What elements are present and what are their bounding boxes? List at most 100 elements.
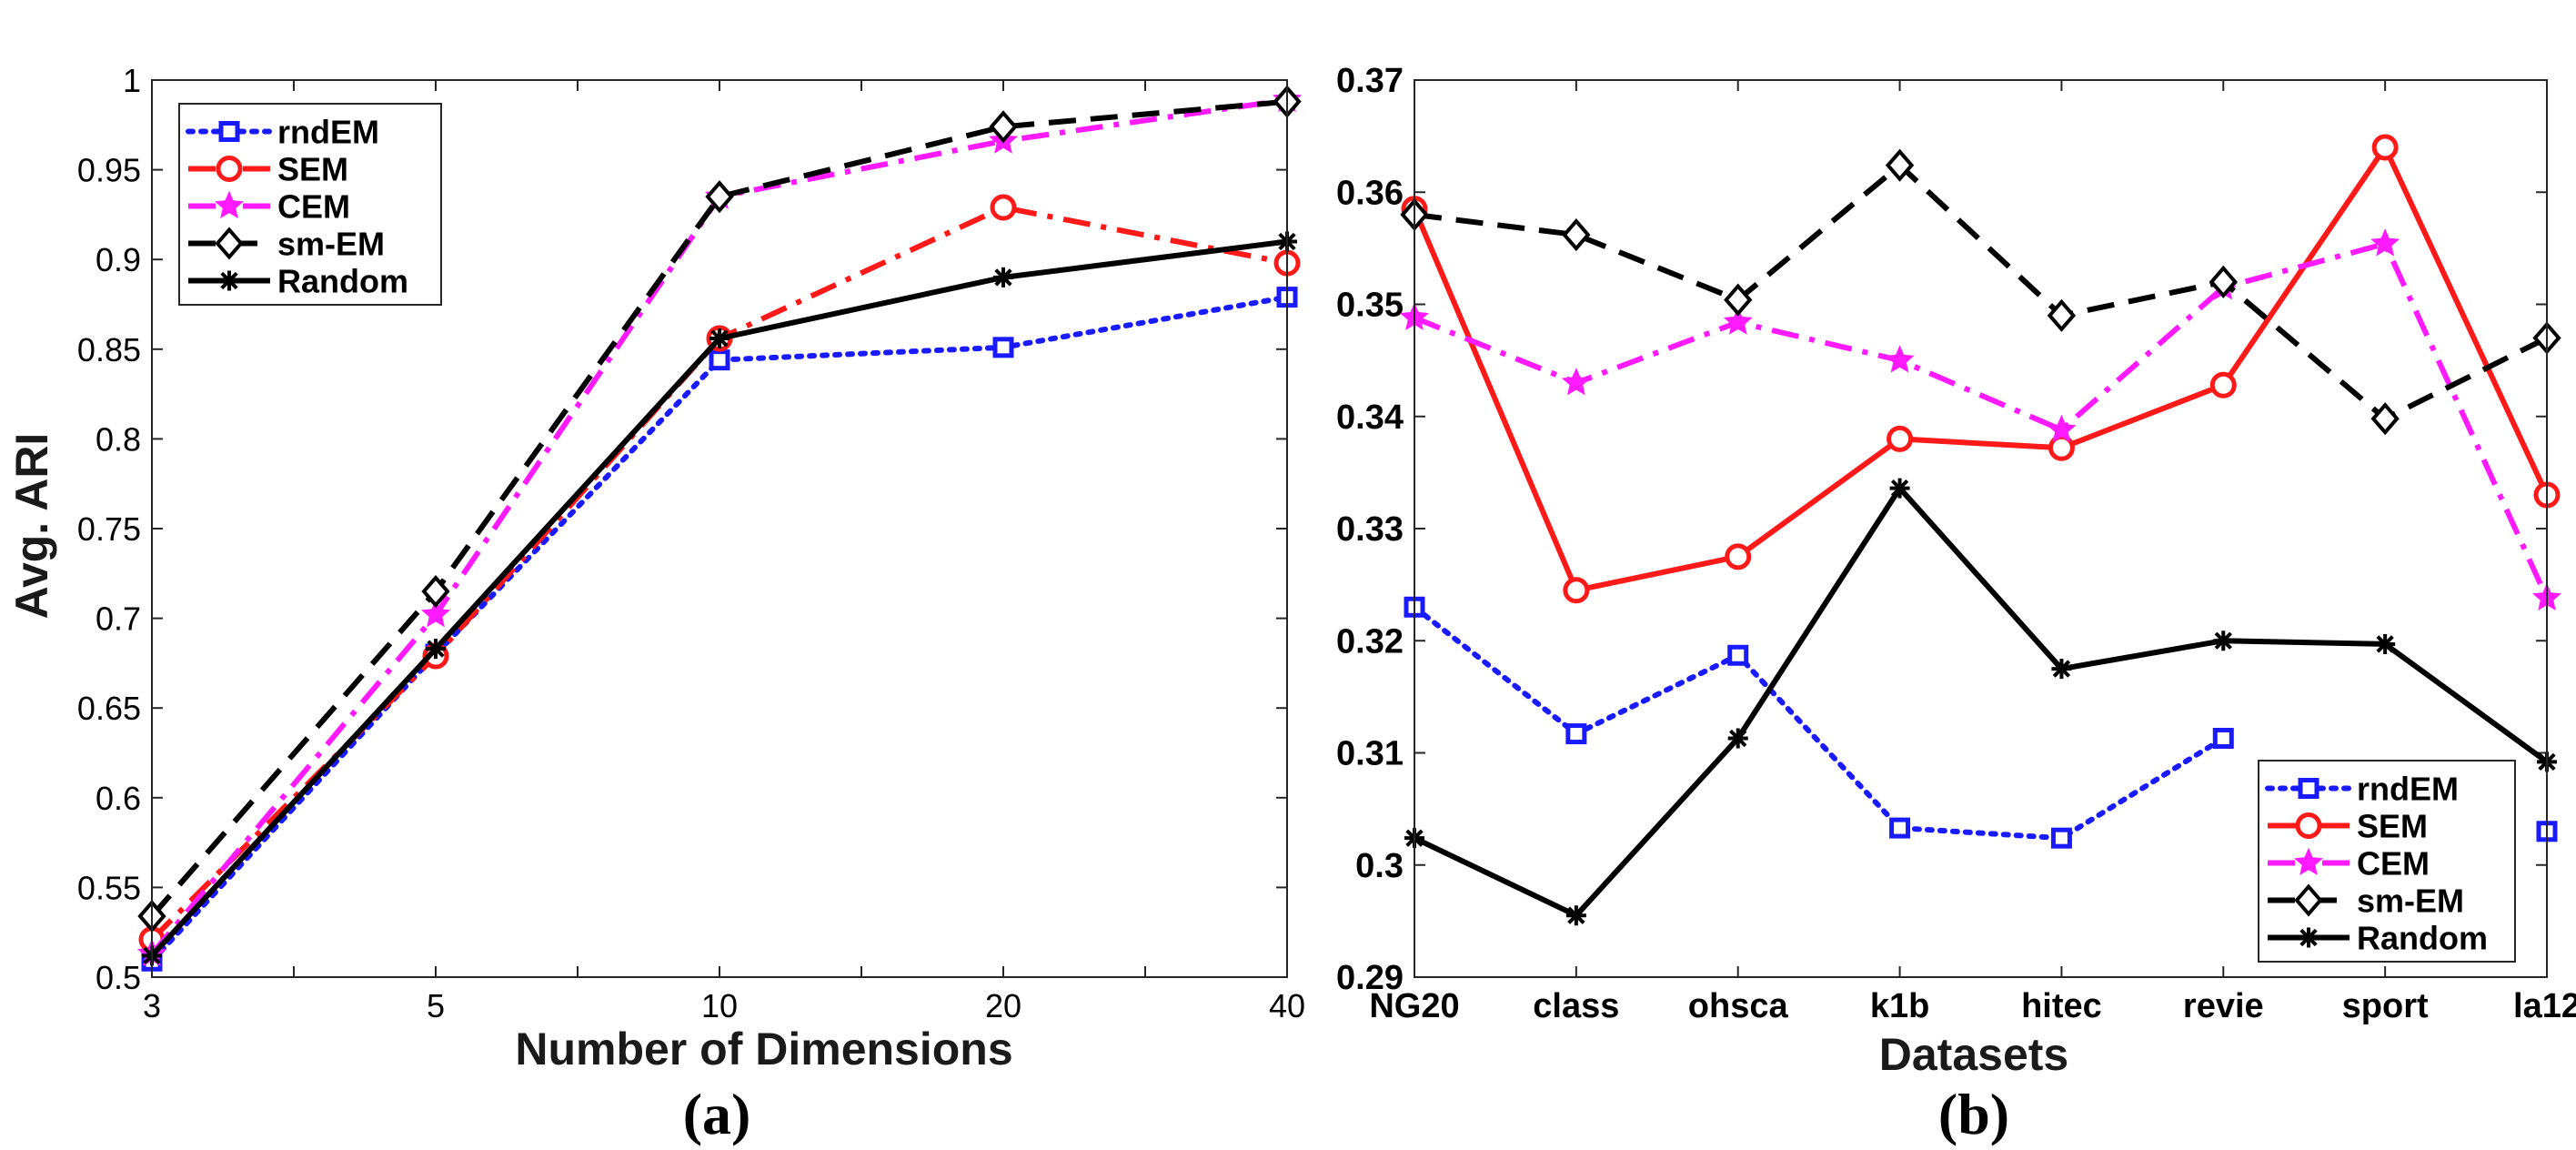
legend-entry-sem: SEM [2268, 808, 2428, 845]
x-tick-label: sport [2342, 987, 2429, 1025]
data-point-random [1565, 905, 1586, 926]
y-tick-label: 1 [123, 62, 141, 99]
series-sem [1401, 134, 2561, 604]
y-tick-label: 0.36 [1336, 174, 1404, 212]
y-tick-label: 0.8 [96, 420, 141, 458]
data-point-cem [1561, 368, 1591, 396]
y-tick-label: 0.55 [77, 869, 141, 906]
legend-marker [2294, 883, 2323, 917]
chart-a-panel-label: (a) [683, 1082, 751, 1146]
legend-label: rndEM [2357, 771, 2459, 808]
chart-b-ticks: 0.29 0.3 0.31 0.32 0.33 0.34 0.35 0.36 0.37 NG20 c… [1336, 62, 2576, 1025]
y-tick-label: 0.33 [1336, 510, 1404, 549]
series-sem [138, 194, 1301, 953]
y-tick-label: 0.32 [1336, 622, 1404, 661]
series-line-sem [1412, 145, 2550, 593]
data-point-sm-em [705, 180, 734, 214]
series-line-random [1413, 485, 2549, 919]
legend-label: CEM [2357, 845, 2430, 883]
data-point-sm-em [2209, 265, 2238, 298]
y-tick-label: 0.65 [77, 690, 141, 727]
data-point-random [1727, 728, 1748, 749]
y-tick-label: 0.9 [96, 241, 141, 278]
chart-a-frame [151, 79, 1288, 978]
data-point-rndem [992, 337, 1014, 358]
x-tick-label: 3 [143, 987, 161, 1024]
chart-a-y-axis-label: Avg. ARI [6, 433, 57, 620]
data-point-cem [420, 599, 451, 628]
legend-label: Random [2357, 920, 2488, 957]
data-point-rndem [1727, 644, 1749, 666]
data-point-sem [2371, 134, 2399, 161]
series-line-sm-em [149, 98, 1288, 918]
data-point-sem [990, 194, 1017, 221]
legend-label: CEM [277, 188, 350, 226]
legend-entry-sm-em: sm-EM [188, 226, 385, 263]
legend-label: SEM [2357, 808, 2428, 845]
series-line-rndem [149, 294, 1290, 964]
data-point-rndem [709, 349, 730, 371]
legend-marker [219, 270, 239, 291]
data-point-sm-em [1562, 218, 1591, 252]
chart-a-x-axis-label: Number of Dimensions [515, 1024, 1012, 1074]
legend-entry-cem: CEM [2268, 845, 2430, 883]
data-point-sm-em [421, 574, 450, 609]
x-tick-label: la12 [2513, 987, 2576, 1025]
legend-marker [216, 156, 243, 182]
data-point-sm-em [1885, 148, 1915, 182]
y-tick-label: 0.35 [1336, 287, 1404, 325]
x-tick-label: 20 [985, 987, 1021, 1024]
chart-b: 0.29 0.3 0.31 0.32 0.33 0.34 0.35 0.36 0.37 NG20 c… [1336, 62, 2576, 1146]
x-tick-label: class [1533, 987, 1619, 1025]
data-point-sem [1887, 425, 1914, 452]
y-tick-label: 0.75 [77, 510, 141, 548]
x-tick-label: 10 [701, 987, 738, 1024]
data-point-random [2051, 659, 2072, 680]
legend-entry-random: Random [2268, 920, 2488, 957]
legend-entry-sem: SEM [188, 151, 348, 188]
data-point-sm-em [1724, 283, 1753, 317]
legend-label: sm-EM [2357, 883, 2464, 920]
data-point-random [1889, 478, 1910, 499]
series-rndem [141, 287, 1298, 972]
legend-marker [2294, 847, 2323, 876]
legend-entry-random: Random [188, 263, 408, 300]
data-point-random [709, 328, 730, 348]
series-random [142, 231, 1297, 966]
y-tick-label: 0.31 [1336, 735, 1404, 773]
data-point-cem [1723, 307, 1753, 335]
chart-a-series [136, 84, 1303, 972]
x-tick-label: ohsca [1688, 987, 1789, 1025]
data-point-cem [2047, 414, 2077, 443]
data-point-rndem [1889, 817, 1911, 839]
y-tick-label: 0.37 [1336, 62, 1404, 100]
legend-entry-rndem: rndEM [2265, 771, 2459, 808]
chart-a-ticks: 0.5 0.55 0.6 0.65 0.7 0.75 0.8 0.85 0.9 0.95 1 3 5 10… [77, 62, 1305, 1024]
legend-marker [218, 121, 240, 142]
series-sm-em [1400, 148, 2561, 436]
legend-label: rndEM [277, 114, 379, 151]
x-tick-label: 40 [1269, 987, 1305, 1024]
data-point-random [426, 639, 446, 660]
data-point-sm-em [2047, 298, 2077, 332]
chart-b-series [1399, 134, 2562, 926]
x-tick-label: 5 [427, 987, 445, 1024]
legend-entry-cem: CEM [188, 188, 350, 226]
data-point-sem [1725, 543, 1752, 570]
series-line-sem [149, 205, 1288, 942]
data-point-random [2213, 630, 2234, 651]
chart-b-panel-label: (b) [1938, 1082, 2009, 1146]
legend-marker [2298, 778, 2319, 799]
chart-a: 0.5 0.55 0.6 0.65 0.7 0.75 0.8 0.85 0.9 0.95 1 3 5 10… [6, 62, 1305, 1146]
series-sm-em [137, 85, 1302, 933]
y-tick-label: 0.34 [1336, 398, 1404, 437]
legend-marker [2299, 927, 2319, 948]
series-line-cem [1413, 240, 2550, 600]
legend-label: sm-EM [277, 226, 385, 263]
chart-b-frame [1414, 79, 2548, 978]
legend-marker [2295, 812, 2322, 839]
y-tick-label: 0.5 [96, 959, 141, 996]
data-point-random [993, 267, 1013, 288]
data-point-rndem [2050, 827, 2072, 849]
